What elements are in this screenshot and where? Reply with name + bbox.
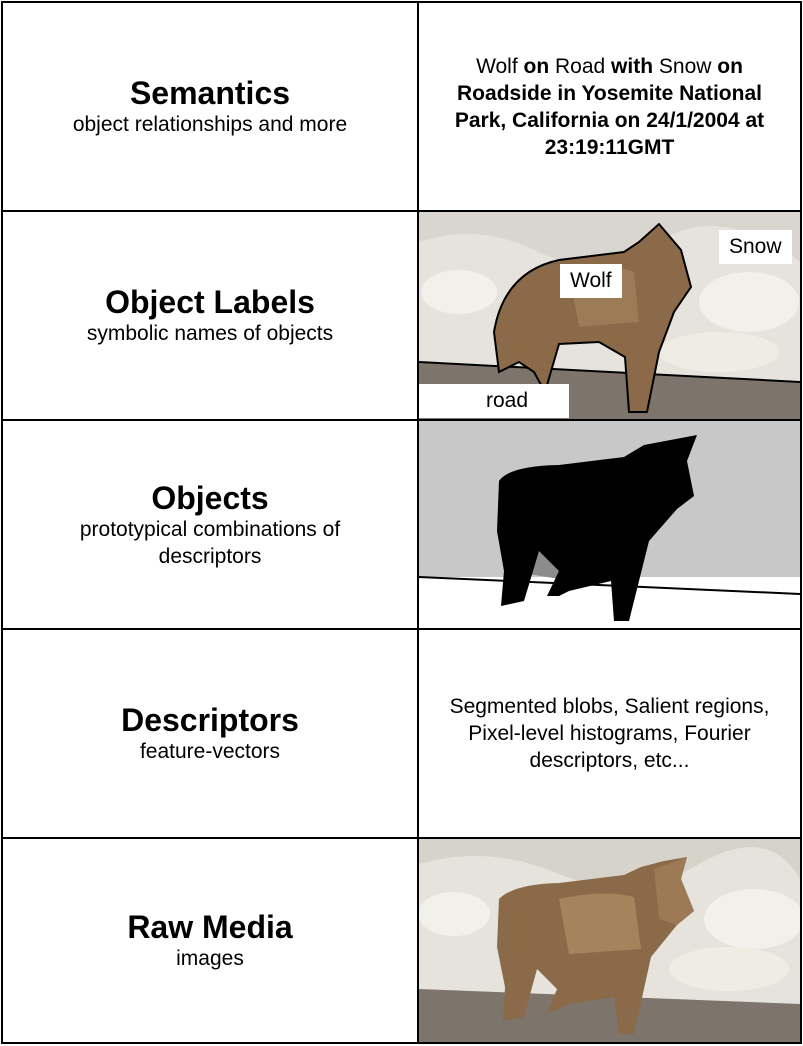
row-title: Raw Media <box>127 909 293 945</box>
row-subtitle: object relationships and more <box>72 113 348 136</box>
descriptors-text: Segmented blobs, Salient regions, Pixel-… <box>449 695 770 772</box>
semantic-connector: on Roadside in Yosemite National Park, C… <box>454 54 765 159</box>
semantics-sentence: Wolf on Road with Snow on Roadside in Yo… <box>419 53 800 161</box>
row-raw-media: Raw Media images <box>3 839 800 1042</box>
label-snow: Snow <box>719 230 792 264</box>
row-subtitle: symbolic names of objects <box>86 322 334 345</box>
row-object-labels: Object Labels symbolic names of objects … <box>3 212 800 421</box>
row-title: Object Labels <box>105 284 315 320</box>
row-title: Semantics <box>129 75 291 111</box>
silhouette-cell <box>419 421 800 628</box>
label-wolf: Wolf <box>560 264 622 298</box>
labeled-photo: Wolf Snow road <box>419 212 800 419</box>
semantic-connector: on <box>517 54 556 78</box>
semantic-word: Road <box>555 54 606 78</box>
row-semantics: Semantics object relationships and more … <box>3 3 800 212</box>
row-title: Descriptors <box>121 702 299 738</box>
semantic-connector: with <box>605 54 659 78</box>
row-semantics-label: Semantics object relationships and more <box>3 3 419 210</box>
row-raw-media-label: Raw Media images <box>3 839 419 1042</box>
row-objects-label: Objects prototypical combinations of des… <box>3 421 419 628</box>
row-object-labels-label: Object Labels symbolic names of objects <box>3 212 419 419</box>
row-subtitle: feature-vectors <box>139 740 281 763</box>
wolf-photo <box>419 839 800 1042</box>
row-descriptors: Descriptors feature-vectors Segmented bl… <box>3 630 800 839</box>
row-descriptors-label: Descriptors feature-vectors <box>3 630 419 837</box>
row-title: Objects <box>151 479 269 516</box>
semantic-word: Wolf <box>476 54 518 78</box>
raw-photo-cell <box>419 839 800 1042</box>
wolf-silhouette <box>419 421 800 628</box>
row-subtitle: images <box>176 947 244 970</box>
row-objects: Objects prototypical combinations of des… <box>3 421 800 630</box>
label-road: road <box>419 384 569 418</box>
semantic-word: Snow <box>658 54 712 78</box>
descriptors-cell: Segmented blobs, Salient regions, Pixel-… <box>419 630 800 837</box>
row-subtitle: prototypical combinations of descriptors <box>79 517 341 568</box>
semantics-cell: Wolf on Road with Snow on Roadside in Yo… <box>419 3 800 210</box>
